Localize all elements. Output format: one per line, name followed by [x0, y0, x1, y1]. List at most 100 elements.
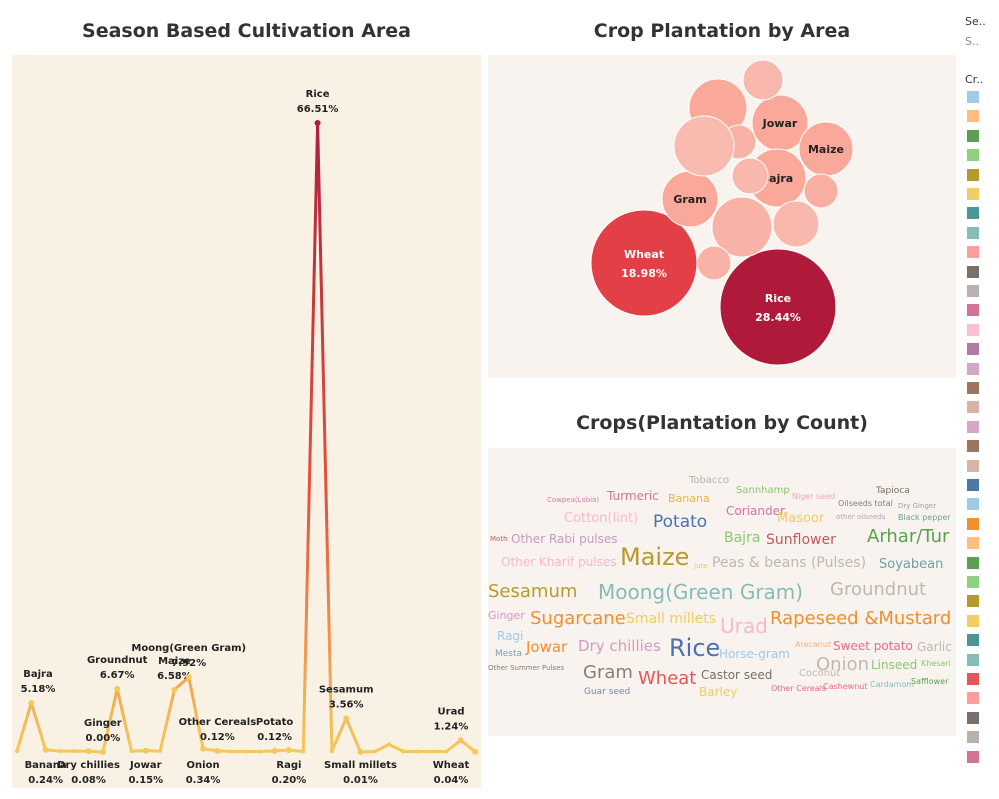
- legend-swatch[interactable]: [967, 246, 979, 259]
- data-point[interactable]: [457, 737, 464, 744]
- cloud-word[interactable]: Sesamum: [488, 581, 578, 602]
- legend-swatch[interactable]: [967, 614, 979, 627]
- bubble[interactable]: [673, 115, 735, 177]
- legend-swatch[interactable]: [967, 226, 979, 239]
- legend-swatch[interactable]: [967, 537, 979, 550]
- legend-swatch[interactable]: [967, 420, 979, 433]
- legend-swatch[interactable]: [967, 382, 979, 394]
- cloud-word[interactable]: Rice: [669, 634, 721, 662]
- cloud-word[interactable]: Niger seed: [792, 492, 836, 501]
- data-point[interactable]: [171, 686, 178, 693]
- data-point[interactable]: [401, 749, 406, 754]
- cloud-word[interactable]: Rapeseed &Mustard: [770, 608, 952, 629]
- data-point[interactable]: [28, 700, 35, 707]
- legend-swatch[interactable]: [967, 595, 979, 608]
- cloud-word[interactable]: Cotton(lint): [564, 511, 639, 526]
- cloud-word[interactable]: Onion: [816, 654, 869, 675]
- data-point[interactable]: [415, 749, 420, 754]
- data-point[interactable]: [285, 747, 292, 754]
- cloud-word[interactable]: Wheat: [638, 668, 697, 689]
- legend-swatch[interactable]: [967, 653, 979, 666]
- data-point[interactable]: [357, 748, 364, 755]
- cloud-word[interactable]: Bajra: [724, 530, 761, 546]
- data-point[interactable]: [72, 749, 77, 754]
- legend-swatch[interactable]: [967, 304, 979, 317]
- cloud-word[interactable]: Banana: [668, 492, 710, 505]
- cloud-word[interactable]: Moth: [490, 535, 508, 543]
- data-point[interactable]: [99, 749, 106, 755]
- legend-swatch[interactable]: [967, 634, 979, 647]
- legend-swatch[interactable]: [967, 692, 979, 705]
- data-point[interactable]: [158, 749, 163, 754]
- data-point[interactable]: [430, 749, 435, 754]
- bubble[interactable]: [772, 200, 820, 248]
- legend-swatch[interactable]: [967, 517, 979, 530]
- season-line-chart[interactable]: Bajra 5.18% Banana 0.24% Dry chillies 0.08% Gi…: [12, 55, 481, 788]
- legend-swatch[interactable]: [967, 362, 979, 375]
- data-point[interactable]: [329, 749, 334, 754]
- cloud-word[interactable]: Turmeric: [607, 489, 659, 503]
- legend-swatch[interactable]: [967, 149, 979, 162]
- cloud-word[interactable]: Garlic: [917, 640, 952, 654]
- cloud-word[interactable]: other oilseeds: [836, 513, 886, 521]
- cloud-word[interactable]: Arhar/Tur: [867, 526, 950, 547]
- cloud-word[interactable]: Guar seed: [584, 687, 631, 697]
- cloud-word[interactable]: Soyabean: [879, 557, 944, 572]
- data-point[interactable]: [372, 749, 377, 754]
- data-point[interactable]: [200, 745, 207, 752]
- cloud-word[interactable]: Castor seed: [701, 668, 773, 682]
- cloud-word[interactable]: Peas & beans (Pulses): [712, 555, 867, 571]
- data-point[interactable]: [343, 715, 350, 722]
- cloud-word[interactable]: Other Summer Pulses: [488, 664, 565, 672]
- data-point[interactable]: [444, 749, 449, 754]
- cloud-word[interactable]: Moong(Green Gram): [598, 580, 804, 604]
- cloud-word[interactable]: Safflower: [911, 677, 949, 686]
- cloud-word[interactable]: Khesari: [921, 659, 951, 668]
- season-filter-value[interactable]: S..: [965, 35, 979, 48]
- cloud-word[interactable]: Other Kharif pulses: [501, 555, 617, 569]
- legend-swatch[interactable]: [967, 91, 979, 103]
- legend-swatch[interactable]: [967, 343, 979, 356]
- data-point[interactable]: [42, 746, 49, 753]
- legend-swatch[interactable]: [967, 576, 979, 588]
- data-point[interactable]: [271, 747, 278, 754]
- cloud-word[interactable]: Ginger: [488, 609, 525, 622]
- data-point[interactable]: [85, 748, 92, 755]
- cloud-word[interactable]: Sugarcane: [530, 608, 626, 629]
- legend-swatch[interactable]: [967, 129, 979, 142]
- cloud-word[interactable]: Sannhamp: [736, 485, 790, 496]
- cloud-word[interactable]: Maize: [620, 543, 690, 571]
- cloud-word[interactable]: Coriander: [726, 504, 785, 518]
- bubble[interactable]: [696, 245, 732, 281]
- data-point[interactable]: [258, 749, 263, 754]
- legend-swatch[interactable]: [967, 440, 979, 453]
- cloud-word[interactable]: Tapioca: [876, 486, 910, 496]
- data-point[interactable]: [472, 748, 478, 755]
- cloud-word[interactable]: Black pepper: [898, 513, 951, 522]
- cloud-word[interactable]: Jowar: [526, 638, 568, 656]
- legend-swatch[interactable]: [967, 207, 979, 220]
- legend-swatch[interactable]: [967, 498, 979, 511]
- legend-swatch[interactable]: [967, 188, 979, 200]
- cloud-word[interactable]: Cowpea(Lobia): [547, 496, 600, 504]
- cloud-word[interactable]: Small millets: [626, 611, 717, 627]
- cloud-word[interactable]: Oilseeds total: [838, 499, 893, 508]
- cloud-word[interactable]: Dry Ginger: [898, 502, 937, 510]
- data-point[interactable]: [244, 749, 248, 754]
- data-point[interactable]: [142, 747, 149, 754]
- data-point[interactable]: [229, 749, 234, 754]
- cloud-word[interactable]: Tobacco: [689, 475, 730, 486]
- cloud-word[interactable]: Arecanut: [795, 640, 832, 649]
- bubble[interactable]: [803, 173, 839, 209]
- cloud-word[interactable]: Jute: [694, 562, 708, 570]
- data-point[interactable]: [114, 685, 121, 692]
- bubble[interactable]: [731, 157, 769, 195]
- cloud-word[interactable]: Other Rabi pulses: [511, 532, 618, 546]
- bubble[interactable]: [711, 196, 773, 258]
- cloud-word[interactable]: Coconut: [799, 668, 841, 679]
- cloud-word[interactable]: Sunflower: [766, 532, 836, 548]
- cloud-word[interactable]: Cashewnut: [823, 682, 868, 691]
- legend-swatch[interactable]: [967, 265, 979, 278]
- cloud-word[interactable]: Urad: [720, 614, 768, 638]
- data-point[interactable]: [185, 674, 192, 681]
